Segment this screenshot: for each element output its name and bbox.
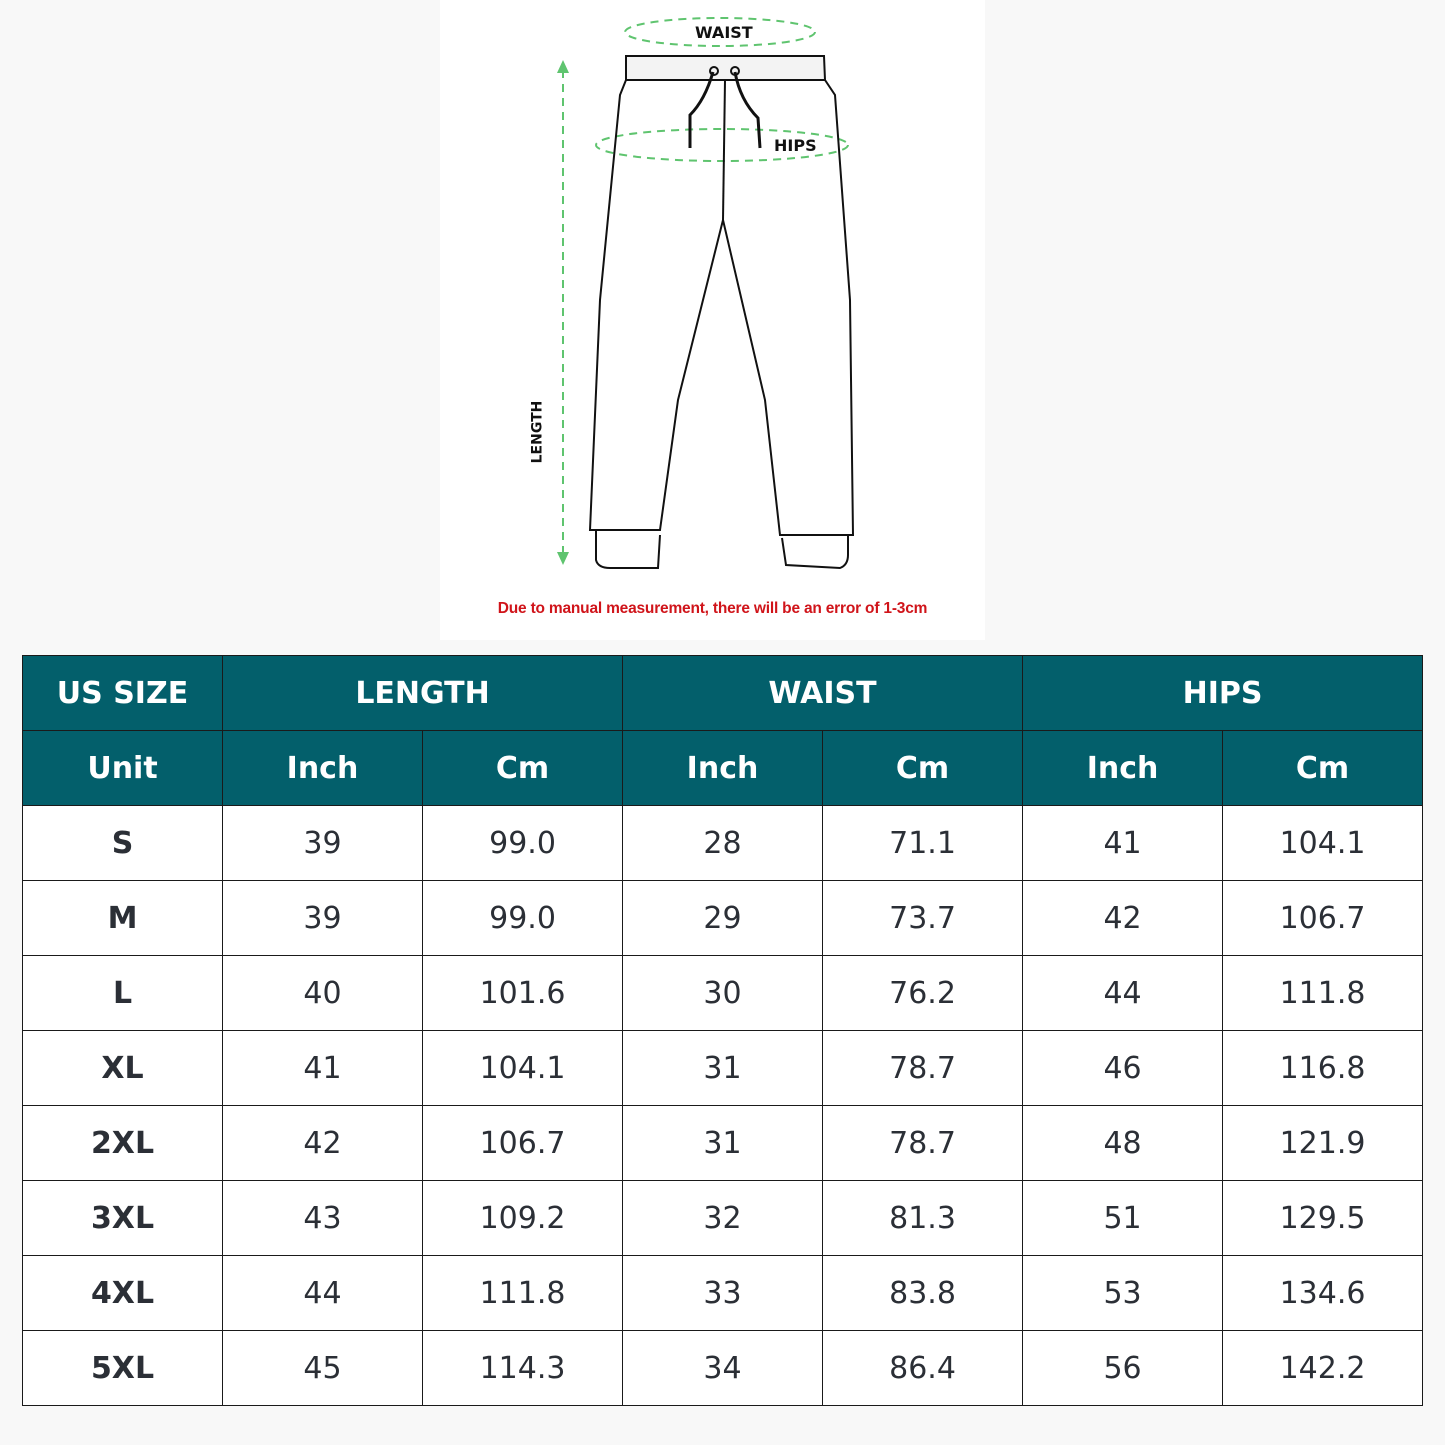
value-cell: 44 [1022,955,1224,1031]
value-cell: 86.4 [822,1330,1024,1406]
value-cell: 31 [622,1030,824,1106]
value-cell: 41 [1022,805,1224,881]
table-row: 3XL 43 109.2 32 81.3 51 129.5 [22,1180,1424,1256]
value-cell: 83.8 [822,1255,1024,1331]
value-cell: 78.7 [822,1105,1024,1181]
size-cell: 5XL [22,1330,223,1406]
size-cell: L [22,955,223,1031]
value-cell: 44 [222,1255,423,1331]
table-row: L 40 101.6 30 76.2 44 111.8 [22,955,1424,1031]
value-cell: 39 [222,805,423,881]
table-row: 5XL 45 114.3 34 86.4 56 142.2 [22,1330,1424,1406]
size-cell: 3XL [22,1180,223,1256]
value-cell: 73.7 [822,880,1024,956]
value-cell: 32 [622,1180,824,1256]
value-cell: 129.5 [1222,1180,1424,1256]
header-unit: Unit [22,730,223,806]
header-length: LENGTH [221,655,624,731]
table-row: S 39 99.0 28 71.1 41 104.1 [22,805,1424,881]
header-unit-cell: Inch [1022,730,1224,806]
value-cell: 114.3 [421,1330,624,1406]
value-cell: 51 [1022,1180,1224,1256]
size-cell: 4XL [22,1255,223,1331]
value-cell: 81.3 [822,1180,1024,1256]
value-cell: 42 [1022,880,1224,956]
waist-label: WAIST [695,23,753,42]
header-waist: WAIST [622,655,1024,731]
size-cell: 2XL [22,1105,223,1181]
value-cell: 134.6 [1222,1255,1424,1331]
header-unit-cell: Cm [1222,730,1424,806]
value-cell: 56 [1022,1330,1224,1406]
header-us-size: US SIZE [22,655,223,731]
value-cell: 43 [222,1180,423,1256]
measurement-note: Due to manual measurement, there will be… [497,600,928,617]
header-unit-cell: Inch [622,730,824,806]
size-chart-table: US SIZE LENGTH WAIST HIPS Unit Inch Cm I… [22,655,1424,1406]
value-cell: 28 [622,805,824,881]
value-cell: 99.0 [421,880,624,956]
value-cell: 116.8 [1222,1030,1424,1106]
value-cell: 71.1 [822,805,1024,881]
value-cell: 42 [222,1105,423,1181]
value-cell: 111.8 [1222,955,1424,1031]
length-label: LENGTH [529,400,546,464]
header-unit-cell: Cm [822,730,1024,806]
value-cell: 111.8 [421,1255,624,1331]
value-cell: 29 [622,880,824,956]
value-cell: 104.1 [1222,805,1424,881]
table-row: 2XL 42 106.7 31 78.7 48 121.9 [22,1105,1424,1181]
size-cell: XL [22,1030,223,1106]
value-cell: 45 [222,1330,423,1406]
value-cell: 40 [222,955,423,1031]
value-cell: 33 [622,1255,824,1331]
value-cell: 31 [622,1105,824,1181]
table-row: XL 41 104.1 31 78.7 46 116.8 [22,1030,1424,1106]
value-cell: 41 [222,1030,423,1106]
header-unit-cell: Cm [421,730,624,806]
pants-diagram: WAIST HIPS LENGTH Due to manual measurem… [440,0,985,640]
size-cell: M [22,880,223,956]
value-cell: 101.6 [421,955,624,1031]
value-cell: 76.2 [822,955,1024,1031]
value-cell: 121.9 [1222,1105,1424,1181]
group-header-row: US SIZE LENGTH WAIST HIPS [22,655,1424,731]
size-cell: S [22,805,223,881]
table-row: 4XL 44 111.8 33 83.8 53 134.6 [22,1255,1424,1331]
value-cell: 99.0 [421,805,624,881]
value-cell: 104.1 [421,1030,624,1106]
value-cell: 53 [1022,1255,1224,1331]
header-unit-cell: Inch [222,730,423,806]
hips-label: HIPS [774,136,817,155]
value-cell: 39 [222,880,423,956]
value-cell: 142.2 [1222,1330,1424,1406]
value-cell: 30 [622,955,824,1031]
value-cell: 106.7 [421,1105,624,1181]
pants-illustration [557,17,855,570]
value-cell: 48 [1022,1105,1224,1181]
value-cell: 34 [622,1330,824,1406]
value-cell: 46 [1022,1030,1224,1106]
table-row: M 39 99.0 29 73.7 42 106.7 [22,880,1424,956]
value-cell: 109.2 [421,1180,624,1256]
header-hips: HIPS [1022,655,1424,731]
value-cell: 106.7 [1222,880,1424,956]
value-cell: 78.7 [822,1030,1024,1106]
unit-header-row: Unit Inch Cm Inch Cm Inch Cm [22,730,1424,806]
